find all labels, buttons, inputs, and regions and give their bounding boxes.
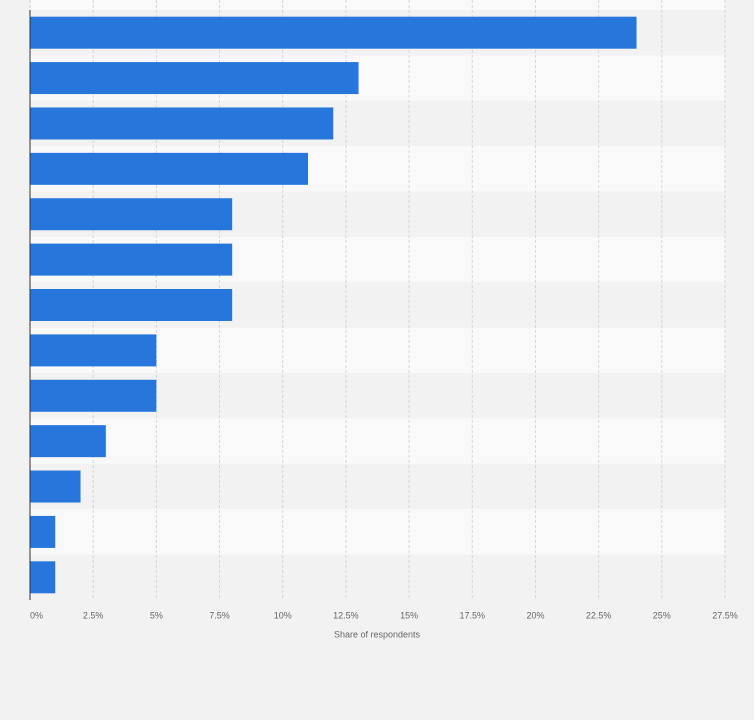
bar <box>30 470 81 503</box>
bar <box>30 243 233 276</box>
x-tick-label: 17.5% <box>460 610 486 620</box>
top-white <box>30 0 725 10</box>
bar <box>30 425 106 458</box>
x-tick-label: 20% <box>526 610 544 620</box>
x-tick-label: 7.5% <box>209 610 230 620</box>
bar <box>30 16 637 49</box>
x-tick-label: 12.5% <box>333 610 359 620</box>
row-band <box>30 463 725 510</box>
row-band <box>30 418 725 464</box>
bar <box>30 379 157 412</box>
x-tick-label: 15% <box>400 610 418 620</box>
bar <box>30 152 308 185</box>
row-band <box>30 554 725 600</box>
x-tick-label: 27.5% <box>712 610 738 620</box>
x-tick-label: 25% <box>653 610 671 620</box>
x-tick-label: 5% <box>150 610 163 620</box>
bar <box>30 561 56 594</box>
bar <box>30 62 359 95</box>
bar <box>30 289 233 321</box>
bar <box>30 334 157 367</box>
bar <box>30 198 233 231</box>
x-axis-title: Share of respondents <box>334 629 421 639</box>
row-band <box>30 509 725 555</box>
bar <box>30 515 56 548</box>
x-tick-label: 10% <box>274 610 292 620</box>
bar <box>30 107 334 140</box>
x-tick-label: 2.5% <box>83 610 104 620</box>
x-tick-label: 22.5% <box>586 610 612 620</box>
x-tick-label: 0% <box>30 610 43 620</box>
